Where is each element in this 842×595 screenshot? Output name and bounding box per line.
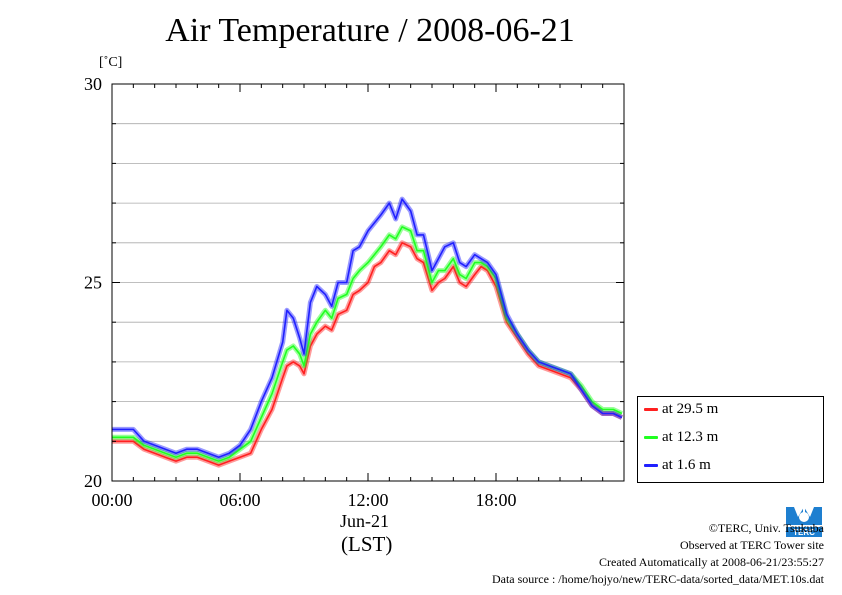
legend-label: at 12.3 m	[662, 429, 719, 445]
legend-item-12-3m: at 12.3 m	[644, 429, 718, 446]
series-line-2	[112, 198, 623, 459]
series-line-glow-2	[112, 196, 623, 460]
grid-lines	[112, 123, 624, 442]
legend-item-29-5m: at 29.5 m	[644, 401, 718, 418]
axis-ticks: 20 25 30 00:00 06:00 12:00 18:00	[84, 74, 625, 510]
legend: at 29.5 m at 12.3 m at 1.6 m	[637, 396, 824, 483]
legend-swatch-green	[644, 436, 658, 440]
legend-item-1-6m: at 1.6 m	[644, 457, 711, 474]
footer-credit: ©TERC, Univ. Tsukuba	[708, 521, 824, 535]
logo-text: TERC	[793, 528, 815, 537]
x-tick-label: 06:00	[219, 490, 260, 510]
x-axis-date-label: Jun-21	[340, 511, 389, 531]
x-axis-title: (LST)	[341, 532, 393, 556]
footer-created: Created Automatically at 2008-06-21/23:5…	[599, 555, 824, 569]
chart-title: Air Temperature / 2008-06-21	[165, 12, 575, 49]
legend-label: at 1.6 m	[662, 457, 711, 473]
x-tick-label: 00:00	[91, 490, 132, 510]
legend-swatch-red	[644, 408, 658, 412]
y-tick-label: 30	[84, 74, 102, 94]
series-line-glow-0	[112, 240, 623, 468]
y-tick-label: 25	[84, 273, 102, 293]
footer-observed: Observed at TERC Tower site	[679, 538, 824, 552]
series-line-0	[112, 242, 623, 466]
terc-logo-icon: TERC	[784, 503, 824, 539]
y-axis-unit: [˚C]	[99, 55, 123, 70]
y-tick-label: 20	[84, 471, 102, 491]
series-line-glow-1	[112, 224, 623, 464]
legend-swatch-blue	[644, 464, 658, 468]
series-lines	[112, 196, 623, 468]
x-tick-label: 12:00	[347, 490, 388, 510]
legend-label: at 29.5 m	[662, 401, 719, 417]
x-tick-label: 18:00	[475, 490, 516, 510]
footer-source: Data source : /home/hojyo/new/TERC-data/…	[491, 572, 824, 586]
